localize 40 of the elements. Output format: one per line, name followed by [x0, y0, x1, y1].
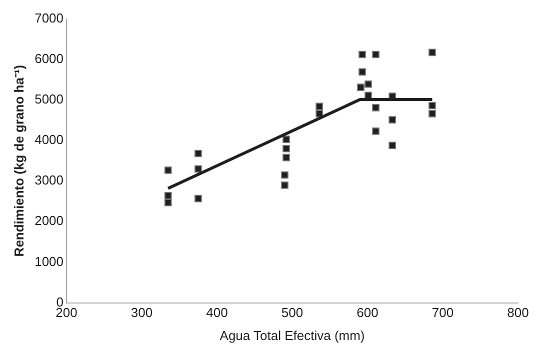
point	[428, 110, 436, 118]
x-tick-label: 800	[507, 305, 529, 320]
point	[281, 171, 288, 179]
point	[388, 142, 396, 150]
y-tick-label: 2000	[34, 213, 64, 228]
point	[372, 50, 380, 58]
x-axis-title: Agua Total Efectiva (mm)	[220, 328, 365, 343]
point	[164, 192, 172, 200]
point	[316, 102, 324, 110]
y-tick-label: 6000	[34, 50, 64, 66]
point	[357, 84, 364, 92]
point	[364, 80, 372, 88]
y-tick-label: 4000	[34, 132, 64, 148]
x-tick-label: 600	[356, 305, 378, 320]
point	[388, 116, 396, 124]
point	[164, 198, 172, 206]
point	[194, 150, 202, 158]
x-tick-label: 400	[206, 305, 228, 320]
point	[282, 154, 290, 162]
point	[164, 166, 172, 174]
point	[372, 104, 380, 112]
y-tick-label: 7000	[34, 10, 64, 26]
point	[428, 48, 436, 56]
x-tick-label: 700	[432, 305, 454, 320]
point	[194, 165, 202, 173]
y-tick-label: 1000	[34, 254, 64, 269]
point	[316, 110, 324, 118]
point	[372, 128, 380, 135]
point	[194, 194, 202, 202]
point	[358, 68, 366, 76]
x-tick-label: 300	[130, 305, 153, 320]
y-axis-title: Rendimiento (kg de grano ha⁻¹)	[11, 64, 26, 257]
point	[282, 144, 290, 152]
y-tick-label: 5000	[34, 92, 64, 107]
point	[358, 50, 366, 58]
point	[282, 136, 290, 143]
point	[428, 102, 436, 110]
point	[281, 181, 288, 189]
y-tick-label: 3000	[34, 172, 64, 188]
x-tick-label: 500	[281, 305, 304, 320]
